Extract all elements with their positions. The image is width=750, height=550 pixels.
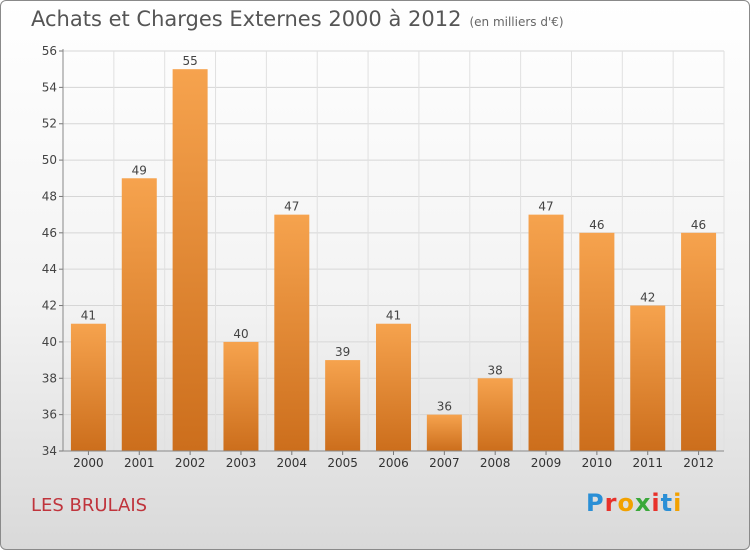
x-tick-label: 2006	[378, 456, 409, 470]
logo-letter: r	[604, 489, 618, 517]
data-label: 46	[589, 218, 604, 232]
y-tick-label: 46	[42, 226, 57, 240]
bar	[70, 323, 106, 451]
y-tick-label: 54	[42, 80, 57, 94]
y-tick-label: 50	[42, 153, 57, 167]
bars: 41 49 55 40 47 39 41 36 38 47 46 42 46	[70, 54, 717, 452]
x-tick-label: 2003	[226, 456, 257, 470]
axes: 34 36 38 40 42 44 46 48 50 52 54 56 2000 2001 2002 2003…	[42, 44, 724, 470]
bar	[376, 323, 411, 451]
x-tick-label: 2010	[582, 456, 613, 470]
proxiti-logo[interactable]: Proxiti	[586, 489, 682, 517]
x-tick-label: 2004	[277, 456, 308, 470]
bar	[528, 214, 564, 451]
y-tick-label: 42	[42, 299, 57, 313]
logo-letter: P	[586, 489, 605, 517]
logo-letter: o	[617, 489, 635, 517]
region-name: LES BRULAIS	[31, 495, 148, 516]
y-tick-label: 36	[42, 408, 57, 422]
bar	[121, 178, 157, 452]
chart-subtitle: (en milliers d'€)	[469, 15, 564, 29]
bar	[630, 305, 666, 451]
bar	[223, 341, 259, 451]
bar	[172, 69, 208, 451]
bar	[426, 414, 462, 451]
y-tick-label: 44	[42, 262, 57, 276]
data-label: 46	[691, 218, 706, 232]
logo-letter: t	[660, 489, 674, 517]
x-tick-label: 2005	[327, 456, 358, 470]
bar	[681, 232, 717, 451]
x-tick-label: 2000	[73, 456, 104, 470]
bar	[579, 232, 615, 451]
y-tick-label: 34	[42, 444, 57, 458]
bar	[274, 214, 310, 451]
data-label: 55	[182, 54, 197, 68]
x-tick-label: 2011	[632, 456, 663, 470]
data-label: 36	[437, 400, 452, 414]
chart-title: Achats et Charges Externes 2000 à 2012 (e…	[31, 7, 564, 31]
x-tick-label: 2002	[175, 456, 206, 470]
chart-title-text: Achats et Charges Externes 2000 à 2012	[31, 7, 462, 31]
y-tick-label: 56	[42, 44, 57, 58]
bar	[325, 360, 361, 451]
y-tick-label: 52	[42, 117, 57, 131]
logo-letter: i	[673, 489, 683, 517]
logo-letter: x	[634, 489, 652, 517]
data-label: 49	[132, 163, 147, 177]
x-tick-label: 2012	[683, 456, 714, 470]
x-tick-label: 2008	[480, 456, 511, 470]
y-tick-label: 38	[42, 371, 57, 385]
data-label: 40	[233, 327, 248, 341]
data-label: 42	[640, 291, 655, 305]
data-label: 38	[488, 363, 503, 377]
y-tick-label: 40	[42, 335, 57, 349]
x-tick-label: 2009	[531, 456, 562, 470]
data-label: 39	[335, 345, 350, 359]
logo-letter: i	[651, 489, 661, 517]
data-label: 41	[386, 309, 401, 323]
bar	[477, 378, 513, 451]
data-label: 47	[538, 200, 553, 214]
x-tick-label: 2007	[429, 456, 460, 470]
data-label: 41	[81, 309, 96, 323]
data-label: 47	[284, 200, 299, 214]
x-tick-label: 2001	[124, 456, 155, 470]
y-tick-label: 48	[42, 189, 57, 203]
